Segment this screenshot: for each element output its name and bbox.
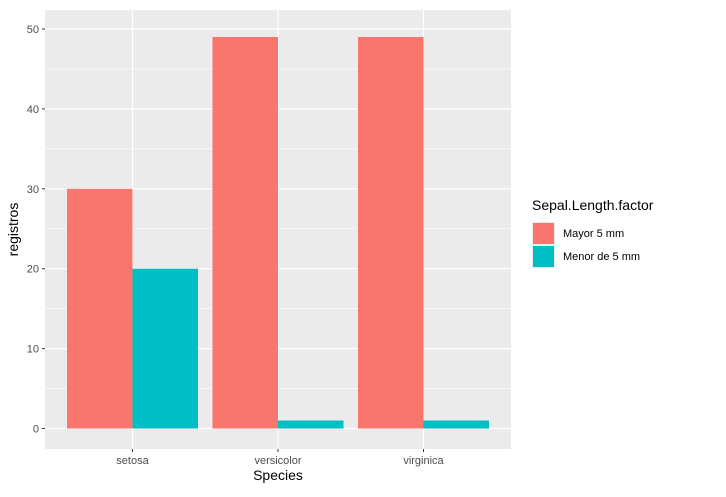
legend-title: Sepal.Length.factor — [532, 197, 654, 213]
y-tick-label: 40 — [27, 104, 39, 116]
x-tick-label: setosa — [116, 455, 149, 467]
x-tick-label: versicolor — [254, 455, 301, 467]
legend-label: Menor de 5 mm — [563, 250, 641, 263]
x-tick-label: virginica — [403, 455, 444, 467]
bar-versicolor-mayor — [212, 36, 278, 429]
y-axis-title: registros — [5, 203, 21, 257]
y-tick-label: 0 — [33, 424, 39, 436]
legend-label: Mayor 5 mm — [563, 227, 625, 240]
legend-swatch-mayor — [533, 223, 554, 244]
legend-key — [532, 245, 555, 268]
legend-item-mayor: Mayor 5 mm — [532, 222, 653, 245]
bar-versicolor-menor — [278, 420, 344, 429]
legend-swatch-menor — [533, 246, 554, 267]
y-axis: 0 10 20 30 40 50 — [27, 24, 45, 436]
x-axis: setosa versicolor virginica — [116, 449, 445, 467]
bar-setosa-menor — [132, 268, 198, 429]
bar-virginica-mayor — [358, 36, 424, 429]
y-tick-label: 20 — [27, 264, 39, 276]
y-tick-label: 50 — [27, 24, 39, 36]
legend: Sepal.Length.factor Mayor 5 mm Menor de … — [532, 197, 653, 268]
x-axis-title: Species — [253, 467, 303, 483]
bars — [67, 36, 489, 429]
legend-item-menor: Menor de 5 mm — [532, 245, 653, 268]
y-tick-label: 10 — [27, 344, 39, 356]
legend-key — [532, 222, 555, 245]
y-tick-label: 30 — [27, 184, 39, 196]
bar-virginica-menor — [423, 420, 489, 429]
bar-setosa-mayor — [67, 188, 133, 429]
